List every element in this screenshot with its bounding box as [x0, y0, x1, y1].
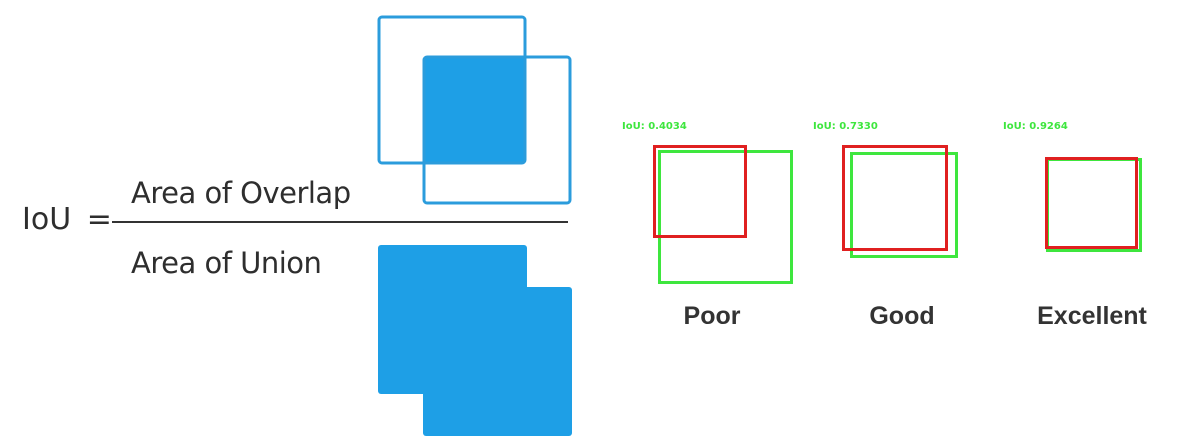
- ground-truth-box: [658, 150, 793, 284]
- iou-lhs: IoU: [22, 202, 72, 237]
- overlap-box-a: [377, 15, 527, 165]
- prediction-box: [653, 145, 747, 238]
- equals-sign: =: [86, 202, 112, 237]
- iou-score-label: IoU: 0.7330: [813, 121, 878, 132]
- numerator-label: Area of Overlap: [131, 176, 351, 210]
- quality-label: Poor: [683, 302, 741, 330]
- ground-truth-box: [850, 152, 958, 258]
- iou-symbol: IoU =: [22, 202, 112, 237]
- denominator-label: Area of Union: [131, 246, 322, 280]
- overlap-box-b: [422, 55, 572, 205]
- iou-score-label: IoU: 0.9264: [1003, 121, 1068, 132]
- prediction-box: [1045, 157, 1138, 249]
- iou-score-label: IoU: 0.4034: [622, 121, 687, 132]
- quality-label: Good: [869, 302, 935, 330]
- quality-label: Excellent: [1037, 302, 1147, 330]
- prediction-box: [842, 145, 948, 251]
- fraction-bar: [112, 221, 568, 223]
- overlap-fill: [424, 57, 525, 163]
- union-box-b: [423, 287, 572, 436]
